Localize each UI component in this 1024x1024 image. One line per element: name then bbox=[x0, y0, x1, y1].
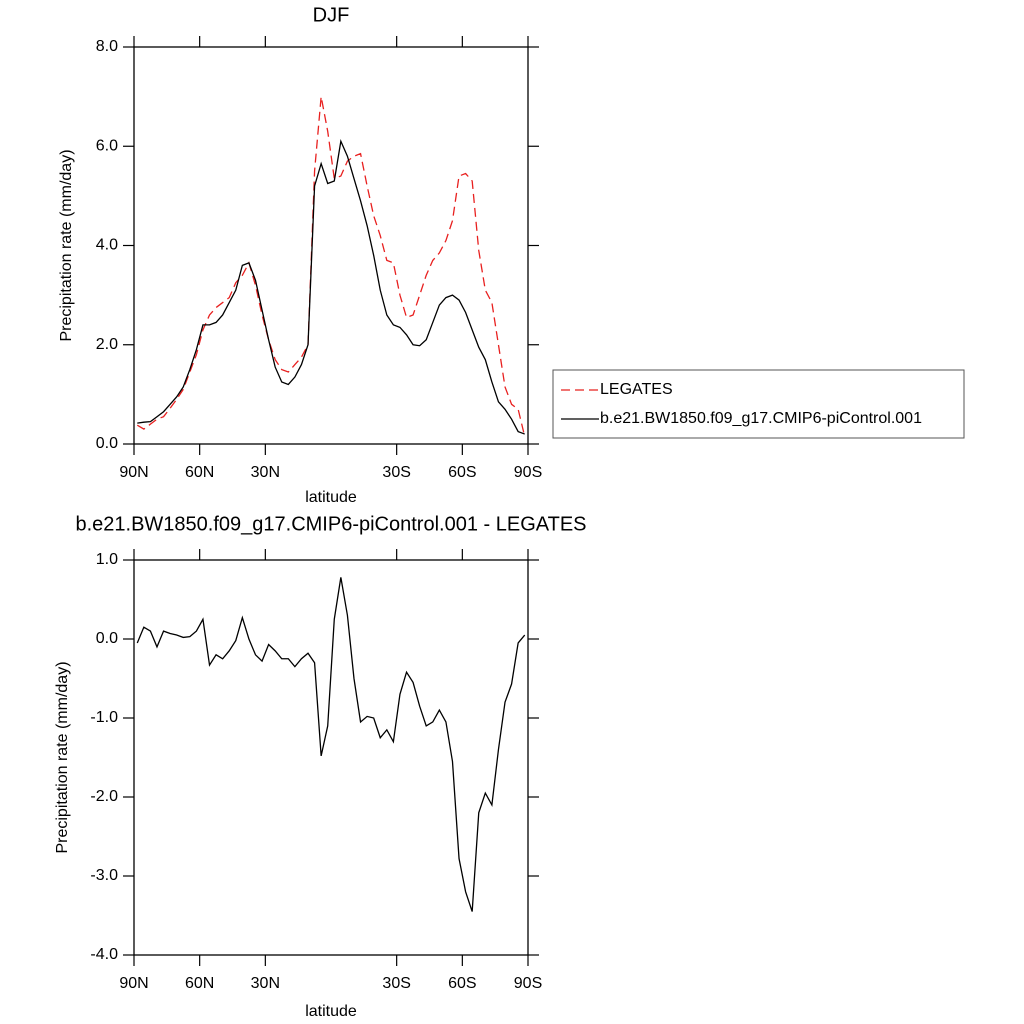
x-axis-label: latitude bbox=[305, 489, 357, 506]
legend-box bbox=[552, 369, 965, 439]
x-tick-label: 60S bbox=[448, 464, 476, 481]
x-tick-label: 90S bbox=[514, 975, 542, 992]
x-tick-label: 30N bbox=[251, 975, 280, 992]
x-axis-label: latitude bbox=[305, 1003, 357, 1020]
x-tick-label: 30S bbox=[382, 464, 410, 481]
y-axis-label: Precipitation rate (mm/day) bbox=[58, 149, 75, 341]
data-line bbox=[136, 577, 526, 912]
y-tick-label: 1.0 bbox=[96, 551, 118, 568]
plot-frame bbox=[133, 559, 529, 956]
y-tick-label: -1.0 bbox=[90, 709, 118, 726]
chart-title: DJF bbox=[313, 4, 350, 26]
y-tick-label: 0.0 bbox=[96, 435, 118, 452]
y-axis-label: Precipitation rate (mm/day) bbox=[54, 661, 71, 853]
legend-label: b.e21.BW1850.f09_g17.CMIP6-piControl.001 bbox=[600, 410, 922, 427]
x-tick-label: 90N bbox=[119, 975, 148, 992]
data-line bbox=[136, 96, 526, 437]
y-tick-label: -3.0 bbox=[90, 867, 118, 884]
y-tick-label: 2.0 bbox=[96, 336, 118, 353]
x-tick-label: 30S bbox=[382, 975, 410, 992]
legend-label: LEGATES bbox=[600, 381, 673, 398]
y-tick-label: -4.0 bbox=[90, 946, 118, 963]
x-tick-label: 60S bbox=[448, 975, 476, 992]
data-line bbox=[137, 139, 525, 435]
x-tick-label: 60N bbox=[185, 975, 214, 992]
plot-frame bbox=[133, 46, 529, 445]
x-tick-label: 90S bbox=[514, 464, 542, 481]
x-tick-label: 60N bbox=[185, 464, 214, 481]
x-tick-label: 90N bbox=[119, 464, 148, 481]
y-tick-label: -2.0 bbox=[90, 788, 118, 805]
x-tick-label: 30N bbox=[251, 464, 280, 481]
y-tick-label: 8.0 bbox=[96, 38, 118, 55]
y-tick-label: 0.0 bbox=[96, 630, 118, 647]
y-tick-label: 6.0 bbox=[96, 137, 118, 154]
chart-title: b.e21.BW1850.f09_g17.CMIP6-piControl.001… bbox=[75, 513, 586, 535]
y-tick-label: 4.0 bbox=[96, 237, 118, 254]
